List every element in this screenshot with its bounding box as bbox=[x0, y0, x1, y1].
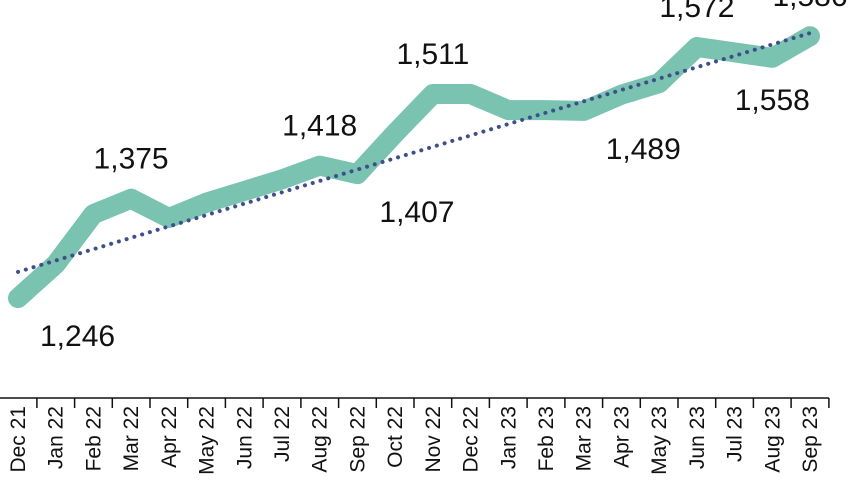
data-label: 1,418 bbox=[282, 110, 357, 143]
data-point bbox=[619, 92, 624, 97]
x-tick-label: Feb 23 bbox=[535, 406, 558, 471]
data-label: 1,586 bbox=[772, 0, 847, 13]
x-tick-label: Jun 22 bbox=[233, 406, 256, 469]
plot-area: 1,246 1,375 1,418 1,407 1,511 1,489 1,572 1,558… bbox=[8, 0, 848, 353]
series-line bbox=[8, 26, 820, 309]
data-label: 1,572 bbox=[659, 0, 734, 24]
data-point bbox=[280, 177, 284, 182]
x-tick-label: Mar 22 bbox=[120, 406, 143, 471]
x-tick-label: Jun 23 bbox=[686, 406, 709, 469]
data-point bbox=[506, 108, 511, 113]
x-tick-label: May 23 bbox=[648, 406, 671, 475]
data-point bbox=[430, 92, 435, 96]
data-label: 1,246 bbox=[40, 320, 115, 353]
data-point bbox=[16, 296, 20, 301]
data-point bbox=[732, 50, 737, 55]
data-point bbox=[166, 216, 171, 220]
x-tick-label: Jul 22 bbox=[271, 406, 294, 462]
x-tick-label: Apr 23 bbox=[610, 406, 633, 468]
x-axis: Dec 21 Jan 22 Feb 22 Mar 22 Apr 22 May 22 Jun … bbox=[0, 397, 830, 475]
data-point bbox=[355, 172, 360, 177]
data-point bbox=[317, 163, 322, 168]
x-tick-label: Jan 23 bbox=[497, 406, 520, 469]
data-point bbox=[129, 196, 134, 201]
data-point bbox=[657, 81, 662, 86]
x-tick-label: Oct 22 bbox=[384, 406, 407, 468]
data-point bbox=[204, 200, 209, 205]
x-tick-label: Dec 22 bbox=[460, 406, 483, 473]
data-point bbox=[53, 262, 58, 267]
data-point bbox=[91, 212, 96, 217]
data-point bbox=[468, 92, 473, 96]
x-tick-label: Dec 21 bbox=[7, 406, 30, 473]
x-tick-label: Sep 22 bbox=[346, 406, 369, 473]
x-tick-label: Aug 23 bbox=[761, 406, 784, 473]
data-point bbox=[581, 108, 586, 113]
data-label: 1,407 bbox=[379, 196, 454, 229]
x-tick-label: Feb 22 bbox=[82, 406, 105, 471]
x-tick-label: Mar 23 bbox=[573, 406, 596, 471]
data-point bbox=[694, 45, 699, 49]
x-tick-label: Jul 23 bbox=[724, 406, 747, 462]
x-tick-label: May 22 bbox=[196, 406, 219, 475]
data-label: 1,558 bbox=[735, 84, 810, 117]
x-tick-label: Nov 22 bbox=[422, 406, 445, 473]
data-label: 1,489 bbox=[606, 133, 681, 166]
data-point bbox=[393, 131, 398, 136]
x-tick-label: Sep 23 bbox=[799, 406, 822, 473]
data-label: 1,375 bbox=[94, 143, 169, 176]
data-label: 1,511 bbox=[396, 38, 469, 71]
x-tick-label: Jan 22 bbox=[45, 406, 68, 469]
data-point bbox=[242, 189, 247, 193]
x-tick-label: Apr 22 bbox=[158, 406, 181, 468]
data-point bbox=[770, 55, 775, 60]
x-tick-label: Aug 22 bbox=[309, 406, 332, 473]
trendline bbox=[16, 31, 812, 274]
